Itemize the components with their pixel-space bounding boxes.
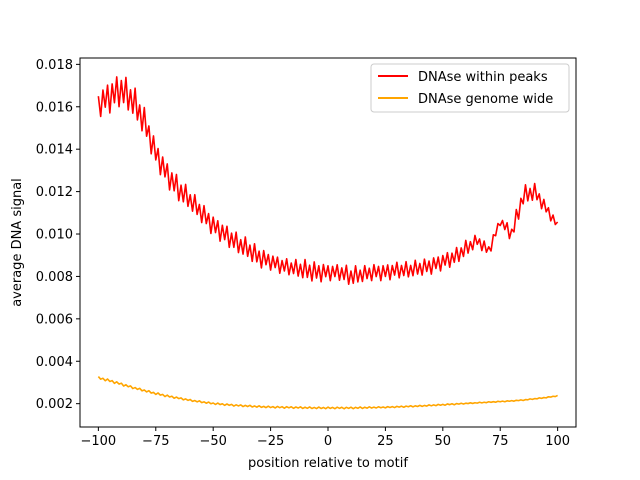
y-tick-label: 0.002 (36, 397, 73, 412)
x-tick-label: −25 (257, 434, 284, 449)
y-tick-label: 0.004 (36, 355, 73, 370)
legend: DNAse within peaks DNAse genome wide (370, 63, 570, 113)
x-tick-label: 25 (377, 434, 394, 449)
x-tick-label: 0 (324, 434, 332, 449)
legend-label-genome-wide: DNAse genome wide (418, 92, 553, 107)
y-axis: 0.002 0.004 0.006 0.008 0.010 0.012 0.014 0.016… (36, 58, 80, 412)
x-axis: −100 −75 −50 −25 0 25 50 75 100 (81, 427, 570, 449)
series-line-dnase-within-peaks (97, 76, 559, 286)
y-tick-label: 0.016 (36, 100, 73, 115)
series-line-dnase-genome-wide (97, 376, 558, 410)
legend-label-within-peaks: DNAse within peaks (418, 70, 548, 85)
x-tick-label: 75 (492, 434, 509, 449)
x-tick-label: 100 (545, 434, 570, 449)
plot-area (97, 76, 559, 410)
legend-box (370, 63, 570, 113)
x-tick-label: −100 (81, 434, 117, 449)
y-tick-label: 0.010 (36, 228, 73, 243)
y-tick-label: 0.014 (36, 143, 73, 158)
y-tick-label: 0.006 (36, 312, 73, 327)
y-axis-label: average DNA signal (10, 178, 25, 307)
y-tick-label: 0.012 (36, 185, 73, 200)
y-tick-label: 0.018 (36, 58, 73, 73)
x-axis-label: position relative to motif (248, 456, 408, 471)
x-tick-label: −75 (142, 434, 169, 449)
x-tick-label: −50 (199, 434, 226, 449)
y-tick-label: 0.008 (36, 270, 73, 285)
x-tick-label: 50 (435, 434, 452, 449)
